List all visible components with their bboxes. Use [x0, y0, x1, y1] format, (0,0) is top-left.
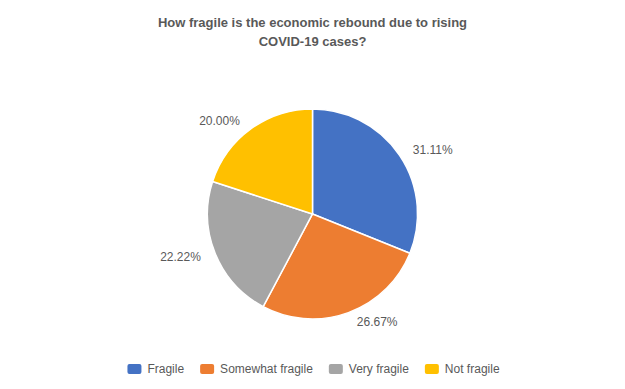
- svg-text:How fragile is the economic re: How fragile is the economic rebound due …: [158, 15, 467, 30]
- svg-text:Very fragile: Very fragile: [349, 362, 409, 376]
- svg-text:Somewhat fragile: Somewhat fragile: [220, 362, 313, 376]
- svg-text:COVID-19 cases?: COVID-19 cases?: [259, 34, 367, 49]
- svg-text:Fragile: Fragile: [147, 362, 184, 376]
- svg-text:22.22%: 22.22%: [160, 250, 201, 264]
- svg-text:20.00%: 20.00%: [199, 114, 240, 128]
- svg-text:Not fragile: Not fragile: [445, 362, 500, 376]
- svg-text:31.11%: 31.11%: [413, 143, 453, 157]
- svg-text:26.67%: 26.67%: [357, 315, 398, 329]
